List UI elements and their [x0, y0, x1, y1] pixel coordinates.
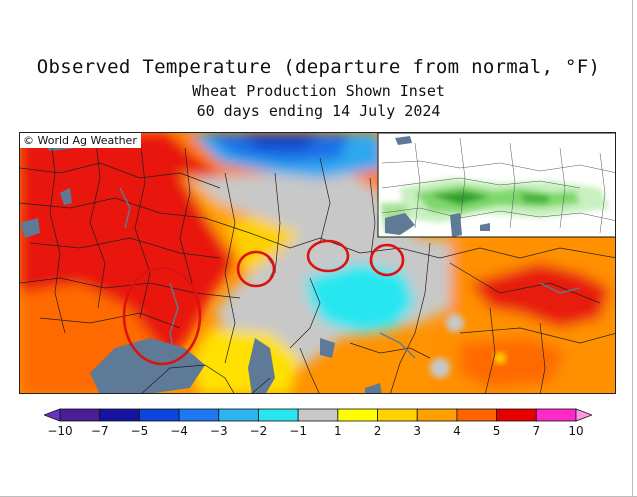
legend-swatch	[297, 408, 339, 422]
legend-tick-label: −5	[130, 424, 149, 438]
legend-swatch	[337, 408, 378, 422]
legend-tick-label: 7	[532, 424, 541, 438]
legend-tick-label: −1	[289, 424, 307, 438]
temperature-anomaly-map	[19, 132, 616, 394]
legend-swatch	[178, 408, 220, 422]
legend-arrow-cold	[44, 408, 61, 422]
highlight-siberia-border	[369, 243, 405, 277]
legend-tick-label: 4	[453, 424, 461, 438]
legend-swatch	[138, 408, 180, 422]
legend-tick-label: 1	[334, 424, 342, 438]
highlight-kazakhstan-north	[306, 239, 350, 273]
map-date-range: 60 days ending 14 July 2024	[196, 102, 441, 120]
frame-edge-right	[632, 0, 633, 497]
legend-tick-label: −3	[209, 424, 228, 438]
aral-sea	[320, 338, 335, 358]
map-canvas	[20, 133, 615, 393]
legend-swatch	[258, 408, 299, 422]
legend-swatch	[377, 408, 418, 422]
legend-tick-label: −2	[249, 424, 268, 438]
legend-tick-label: −10	[47, 424, 73, 438]
legend-tick-label: 5	[492, 424, 501, 438]
legend-swatch	[456, 408, 498, 422]
legend-arrow-warm	[575, 408, 592, 422]
water-bodies	[20, 133, 382, 393]
legend-swatch	[59, 408, 101, 422]
legend-tick-label: −7	[90, 424, 109, 438]
legend-tick-label: 3	[413, 424, 422, 438]
legend-swatch	[99, 408, 140, 422]
highlight-volga	[236, 250, 276, 288]
legend-tick-label: 2	[373, 424, 382, 438]
legend-swatch	[496, 408, 537, 422]
map-subtitle: Wheat Production Shown Inset	[192, 82, 445, 100]
copyright-label: © World Ag Weather	[20, 133, 141, 148]
map-title: Observed Temperature (departure from nor…	[36, 56, 601, 78]
color-legend-bar	[44, 408, 592, 422]
legend-swatch	[416, 408, 458, 422]
legend-tick-label: 10	[568, 424, 584, 438]
country-borders	[20, 133, 615, 393]
legend-tick-label: −4	[170, 424, 188, 438]
legend-swatch	[535, 408, 577, 422]
anomaly-cool-kazakhstan	[305, 263, 415, 333]
black-sea	[90, 338, 205, 393]
wheat-inset	[377, 133, 615, 238]
highlight-circles	[122, 239, 405, 366]
legend-swatch	[218, 408, 259, 422]
highlight-southern-russia	[122, 266, 202, 366]
